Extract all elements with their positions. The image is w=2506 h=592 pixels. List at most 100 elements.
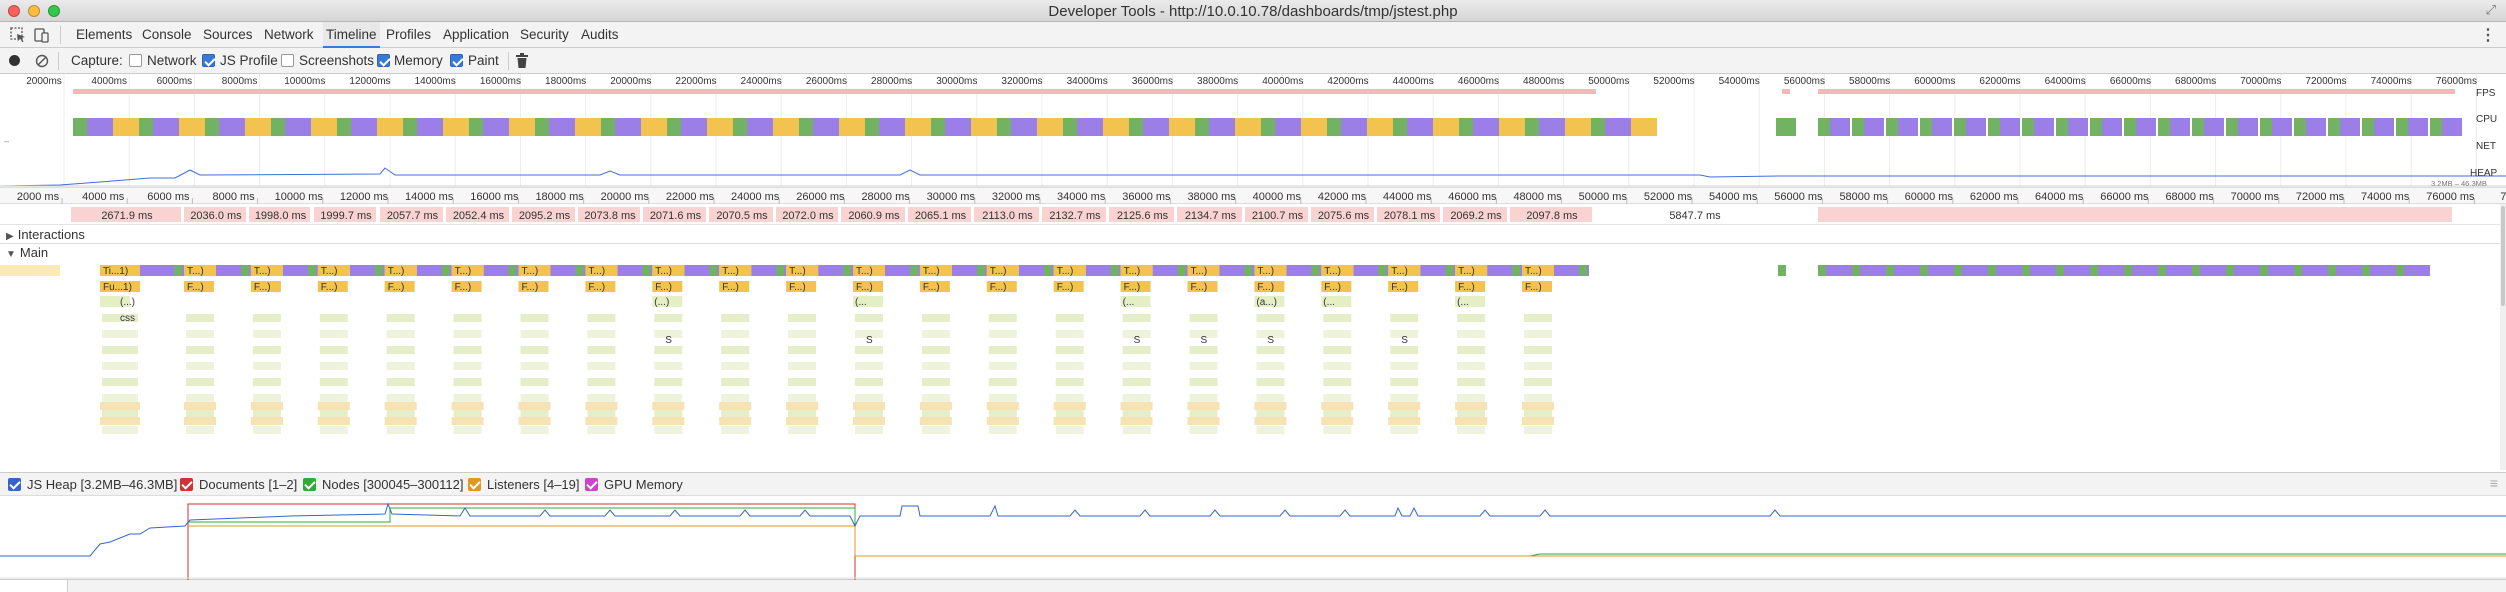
tab-application[interactable]: Application bbox=[443, 27, 510, 42]
network-checkbox[interactable] bbox=[129, 54, 142, 67]
listeners-checkbox[interactable] bbox=[468, 478, 481, 491]
tab-security[interactable]: Security bbox=[520, 27, 569, 42]
flame-subtask bbox=[1189, 362, 1218, 370]
timeline-overview[interactable]: 2000ms 4000ms 6000ms 8000ms 10000ms 12000ms 14… bbox=[0, 74, 2506, 188]
screenshots-checkbox[interactable] bbox=[281, 54, 294, 67]
ruler-tick-label: 74000 ms bbox=[2361, 191, 2410, 203]
frame-bar bbox=[314, 207, 376, 222]
paint-checkbox[interactable] bbox=[450, 54, 463, 67]
flame-subtask bbox=[654, 378, 683, 386]
counter-listeners[interactable]: Listeners [4–19] bbox=[468, 477, 580, 492]
flame-task-label: T...) bbox=[722, 266, 739, 277]
counter-js-heap[interactable]: JS Heap [3.2MB–46.3MB] bbox=[8, 477, 177, 492]
flame-subtask bbox=[652, 402, 685, 410]
interactions-header[interactable]: ▶ Interactions bbox=[6, 227, 85, 242]
overview-tick-label: 66000ms bbox=[2110, 76, 2151, 87]
frame-bar bbox=[908, 207, 971, 222]
flame-subtask bbox=[921, 362, 950, 370]
cpu-painting-block bbox=[1129, 118, 1143, 136]
nodes-checkbox[interactable] bbox=[303, 478, 316, 491]
flame-task-label: T...) bbox=[1324, 266, 1341, 277]
flame-subtask bbox=[921, 394, 950, 402]
cpu-scripting-block bbox=[905, 118, 931, 136]
flame-subtask bbox=[721, 346, 750, 354]
flame-painting-block bbox=[2158, 265, 2166, 276]
gpu-memory-checkbox[interactable] bbox=[585, 478, 598, 491]
trash-icon[interactable] bbox=[515, 53, 529, 69]
tab-audits[interactable]: Audits bbox=[581, 27, 619, 42]
flame-subtask bbox=[988, 314, 1017, 322]
overview-tick-label: 48000ms bbox=[1523, 76, 1564, 87]
ruler-tick-label: 4000 ms bbox=[82, 191, 125, 203]
cpu-rendering-block bbox=[1209, 118, 1235, 136]
counters-graph[interactable] bbox=[0, 496, 2506, 580]
frame-duration-label: 2036.0 ms bbox=[190, 210, 242, 222]
tab-timeline[interactable]: Timeline bbox=[323, 22, 380, 48]
ruler-tick-label: 16000 ms bbox=[470, 191, 519, 203]
main-header[interactable]: ▼ Main bbox=[6, 245, 48, 260]
main-flame-chart[interactable]: Ti...1) T...) T...) T...) T...) T...) T...) T..… bbox=[0, 262, 2500, 470]
inspect-element-icon[interactable] bbox=[10, 27, 26, 43]
tab-profiles[interactable]: Profiles bbox=[386, 27, 432, 42]
counter-nodes[interactable]: Nodes [300045–300112] bbox=[303, 477, 463, 492]
flame-rendering-block bbox=[2234, 265, 2260, 276]
scrollbar-thumb[interactable] bbox=[2501, 206, 2505, 306]
flame-subtask bbox=[453, 362, 482, 370]
clear-icon[interactable] bbox=[35, 54, 49, 68]
frame-bar bbox=[446, 207, 509, 222]
overview-collapse-icon[interactable]: – bbox=[4, 136, 10, 146]
flame-subtask bbox=[855, 362, 883, 370]
flame-subtask bbox=[520, 426, 549, 434]
flame-painting-block bbox=[241, 265, 249, 276]
flame-subtask bbox=[587, 314, 616, 322]
close-window-button[interactable] bbox=[8, 5, 20, 17]
tab-elements[interactable]: Elements bbox=[76, 27, 133, 42]
overview-tick-label: 60000ms bbox=[1914, 76, 1955, 87]
record-button[interactable] bbox=[9, 55, 20, 66]
flame-subtask bbox=[1455, 402, 1488, 410]
flame-subtask bbox=[1522, 402, 1554, 410]
flame-painting-block bbox=[374, 265, 383, 276]
main-section-header[interactable]: ▼ Main bbox=[0, 244, 2506, 262]
flame-rendering-block bbox=[416, 265, 452, 276]
zoom-window-button[interactable] bbox=[48, 5, 60, 17]
flame-subtask bbox=[386, 362, 415, 370]
flame-subtask bbox=[451, 402, 484, 410]
counter-gpu-memory[interactable]: GPU Memory bbox=[585, 477, 683, 492]
flame-function-label: F...) bbox=[1391, 282, 1408, 293]
flame-rendering-block bbox=[1353, 265, 1389, 276]
frames-row[interactable]: 2671.9 ms 2036.0 ms 1998.0 ms 1999.7 ms 2057… bbox=[0, 204, 2506, 225]
flame-subtask bbox=[1189, 394, 1218, 402]
flame-rendering-block bbox=[550, 265, 586, 276]
device-mode-icon[interactable] bbox=[34, 27, 50, 43]
more-options-icon[interactable]: ⋮ bbox=[2480, 27, 2496, 44]
js-profile-checkbox[interactable] bbox=[202, 54, 215, 67]
flame-call-block bbox=[1254, 296, 1285, 307]
flame-subtask bbox=[921, 330, 950, 338]
tab-sources[interactable]: Sources bbox=[203, 27, 253, 42]
counter-documents[interactable]: Documents [1–2] bbox=[180, 477, 297, 492]
tab-network[interactable]: Network bbox=[264, 27, 314, 42]
tab-console[interactable]: Console bbox=[142, 27, 192, 42]
timeline-ruler: 2000 ms 4000 ms 6000 ms 8000 ms 10000 ms 1200… bbox=[0, 188, 2506, 204]
interactions-section[interactable]: ▶ Interactions bbox=[0, 225, 2506, 244]
documents-checkbox[interactable] bbox=[180, 478, 193, 491]
resize-handle-icon[interactable]: ≡ bbox=[2489, 475, 2498, 491]
flame-subtask bbox=[1189, 378, 1218, 386]
js-heap-checkbox[interactable] bbox=[8, 478, 21, 491]
flame-subtask bbox=[453, 378, 482, 386]
cpu-rendering-block bbox=[2442, 118, 2462, 136]
cpu-painting-block bbox=[667, 118, 681, 136]
minimize-window-button[interactable] bbox=[28, 5, 40, 17]
flame-subtask bbox=[520, 362, 549, 370]
flame-subtask bbox=[386, 394, 415, 402]
memory-checkbox[interactable] bbox=[377, 54, 390, 67]
flame-vertical-scrollbar[interactable] bbox=[2500, 204, 2506, 470]
flame-rendering-block bbox=[1085, 265, 1121, 276]
flame-painting-block bbox=[2328, 265, 2336, 276]
resize-icon[interactable]: ⤢ bbox=[2485, 2, 2496, 17]
flame-function-block bbox=[853, 281, 883, 292]
flame-rendering-block bbox=[1928, 265, 1954, 276]
flame-subtask bbox=[453, 410, 482, 418]
paint-option-label: Paint bbox=[468, 53, 499, 68]
